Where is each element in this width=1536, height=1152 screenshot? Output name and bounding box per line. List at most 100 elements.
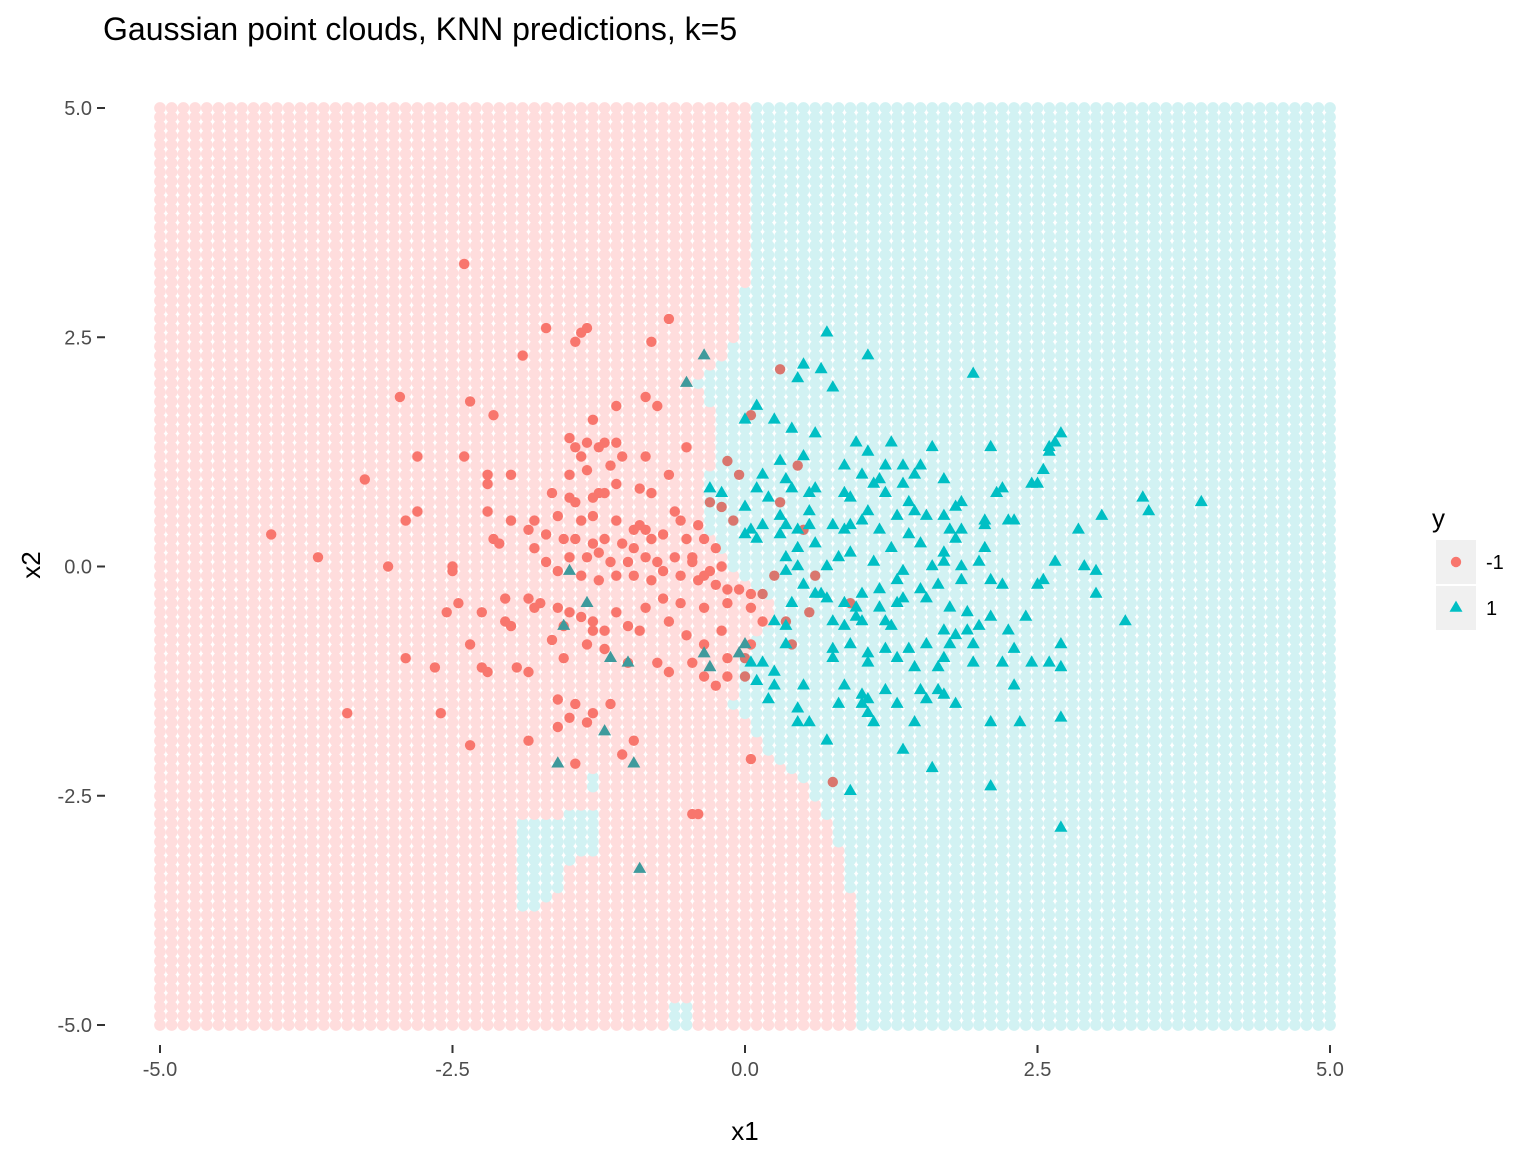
grid-cell <box>329 1000 342 1013</box>
grid-cell <box>1218 982 1231 995</box>
grid-cell <box>505 982 517 995</box>
grid-cell <box>306 1019 318 1031</box>
grid-cell <box>165 964 178 976</box>
grid-cell <box>1113 1019 1126 1031</box>
grid-cell <box>259 1009 272 1022</box>
grid-cell <box>657 1009 669 1022</box>
grid-cell <box>446 973 459 986</box>
grid-cell <box>1253 982 1266 995</box>
grid-cell <box>680 973 693 986</box>
grid-cell <box>1207 982 1219 995</box>
grid-cell <box>645 1019 658 1031</box>
grid-cell <box>294 1009 307 1022</box>
grid-cell <box>856 982 868 995</box>
grid-cell <box>750 1019 763 1031</box>
grid-cell <box>891 1009 903 1022</box>
grid-cell <box>189 1000 201 1013</box>
grid-cell <box>750 982 763 995</box>
grid-cell <box>481 991 494 1004</box>
grid-cell <box>961 964 974 976</box>
grid-cell <box>1242 991 1254 1004</box>
grid-cell <box>1148 964 1161 976</box>
grid-cell <box>481 1009 494 1022</box>
grid-cell <box>341 964 354 976</box>
grid-cell <box>984 982 997 995</box>
grid-cell <box>505 973 517 986</box>
grid-cell <box>224 1000 237 1013</box>
grid-cell <box>376 973 389 986</box>
grid-cell <box>633 991 646 1004</box>
grid-cell <box>949 1000 962 1013</box>
grid-cell <box>1008 1000 1020 1013</box>
grid-cell <box>212 964 225 976</box>
grid-cell <box>821 973 833 986</box>
grid-cell <box>236 991 248 1004</box>
grid-cell <box>879 1009 892 1022</box>
grid-cell <box>1055 982 1067 995</box>
grid-cell <box>1195 1009 1208 1022</box>
grid-cell <box>1066 1019 1079 1031</box>
grid-cell <box>1113 1009 1126 1022</box>
grid-cell <box>645 973 658 986</box>
grid-cell <box>282 1000 295 1013</box>
grid-cell <box>329 973 342 986</box>
grid-cell <box>1183 982 1196 995</box>
grid-cell <box>867 1009 880 1022</box>
grid-cell <box>1090 1019 1102 1031</box>
grid-cell <box>411 991 424 1004</box>
grid-cell <box>1277 973 1290 986</box>
grid-cell <box>1031 1009 1044 1022</box>
grid-cell <box>1242 982 1254 995</box>
grid-cell <box>867 991 880 1004</box>
grid-cell <box>587 982 599 995</box>
grid-cell <box>938 964 950 976</box>
grid-cell <box>247 991 260 1004</box>
grid-cell <box>973 982 985 995</box>
grid-cell <box>575 1009 588 1022</box>
grid-cell <box>1090 964 1102 976</box>
grid-cell <box>551 982 564 995</box>
grid-cell <box>797 964 810 976</box>
grid-cell <box>200 1000 213 1013</box>
grid-cell <box>879 973 892 986</box>
grid-cell <box>154 1009 166 1022</box>
grid-cell <box>809 1000 822 1013</box>
grid-cell <box>598 982 611 995</box>
grid-cell <box>224 1019 237 1031</box>
grid-cell <box>1218 973 1231 986</box>
grid-cell <box>610 1009 623 1022</box>
grid-cell <box>236 982 248 995</box>
grid-cell <box>1277 1000 1290 1013</box>
grid-cell <box>563 1009 576 1022</box>
grid-cell <box>1043 982 1056 995</box>
grid-cell <box>236 1009 248 1022</box>
grid-cell <box>259 991 272 1004</box>
grid-cell <box>1265 1009 1278 1022</box>
grid-cell <box>1265 1000 1278 1013</box>
grid-cell <box>329 991 342 1004</box>
grid-cell <box>867 964 880 976</box>
grid-cell <box>680 964 693 976</box>
grid-cell <box>762 982 775 995</box>
grid-cell <box>821 964 833 976</box>
grid-cell <box>177 964 190 976</box>
grid-cell <box>306 1000 318 1013</box>
grid-cell <box>200 964 213 976</box>
grid-cell <box>1300 991 1313 1004</box>
grid-cell <box>1019 973 1032 986</box>
grid-cell <box>844 973 857 986</box>
grid-cell <box>610 1019 623 1031</box>
grid-cell <box>317 1009 330 1022</box>
grid-cell <box>598 991 611 1004</box>
grid-cell <box>1265 982 1278 995</box>
grid-cell <box>1289 1000 1301 1013</box>
grid-cell <box>516 973 529 986</box>
grid-cell <box>516 1019 529 1031</box>
grid-cell <box>633 1000 646 1013</box>
grid-cell <box>1136 982 1149 995</box>
grid-cell <box>1289 973 1301 986</box>
grid-cell <box>1160 1000 1173 1013</box>
grid-cell <box>247 964 260 976</box>
grid-cell <box>774 973 786 986</box>
grid-cell <box>364 1000 377 1013</box>
